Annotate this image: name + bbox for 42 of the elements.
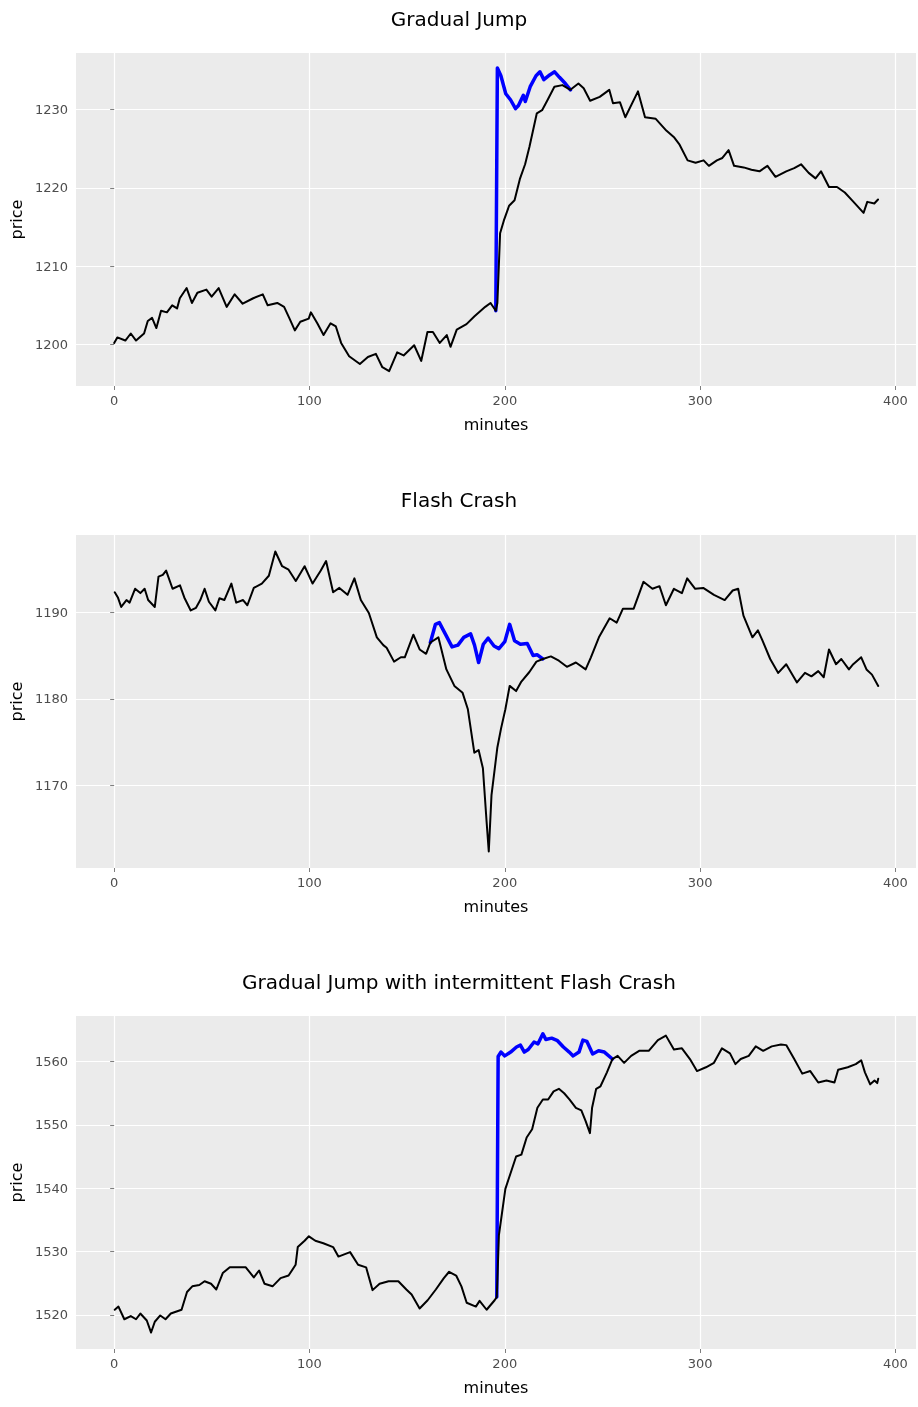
x-tick-label: 400 xyxy=(882,1356,908,1371)
x-tick-label: 200 xyxy=(492,393,518,408)
x-tick-label: 0 xyxy=(110,393,119,408)
x-tick-label: 400 xyxy=(882,393,908,408)
line-series xyxy=(113,82,880,373)
x-axis-title: minutes xyxy=(463,414,529,434)
y-tick-label: 1230 xyxy=(34,101,68,117)
x-tick-label: 100 xyxy=(297,1356,322,1371)
chart-title: Flash Crash xyxy=(400,488,518,512)
line-series xyxy=(494,66,573,313)
y-tick-label: 1210 xyxy=(34,258,68,274)
x-tick-label: 300 xyxy=(687,1356,713,1371)
x-tick-label: 300 xyxy=(687,393,713,408)
chart-title: Gradual Jump xyxy=(390,7,528,31)
y-axis-title: price xyxy=(6,199,26,240)
x-tick-label: 300 xyxy=(687,875,713,890)
x-tick-label: 400 xyxy=(882,875,908,890)
y-tick-label: 1550 xyxy=(34,1117,68,1133)
y-tick-label: 1170 xyxy=(34,778,68,794)
y-tick-label: 1220 xyxy=(34,180,68,196)
line-series xyxy=(113,1034,880,1334)
x-tick-label: 100 xyxy=(297,393,322,408)
y-tick-label: 1520 xyxy=(34,1307,68,1323)
y-axis-title: price xyxy=(6,681,26,722)
x-axis-title: minutes xyxy=(463,1377,529,1397)
y-tick-label: 1560 xyxy=(34,1054,68,1070)
y-tick-label: 1530 xyxy=(34,1244,68,1260)
x-tick-label: 0 xyxy=(110,875,119,890)
x-tick-label: 200 xyxy=(492,1356,518,1371)
line-series xyxy=(428,620,545,665)
x-tick-label: 200 xyxy=(492,875,518,890)
x-tick-label: 100 xyxy=(297,875,322,890)
chart-title: Gradual Jump with intermittent Flash Crash xyxy=(242,970,676,994)
y-tick-label: 1200 xyxy=(34,336,68,352)
line-series xyxy=(495,1031,615,1299)
x-tick-label: 0 xyxy=(110,1356,119,1371)
y-axis-title: price xyxy=(6,1162,26,1203)
line-series xyxy=(113,550,880,853)
y-tick-label: 1540 xyxy=(34,1180,68,1196)
y-tick-label: 1190 xyxy=(34,604,68,620)
y-tick-label: 1180 xyxy=(34,691,68,707)
x-axis-title: minutes xyxy=(463,896,529,916)
